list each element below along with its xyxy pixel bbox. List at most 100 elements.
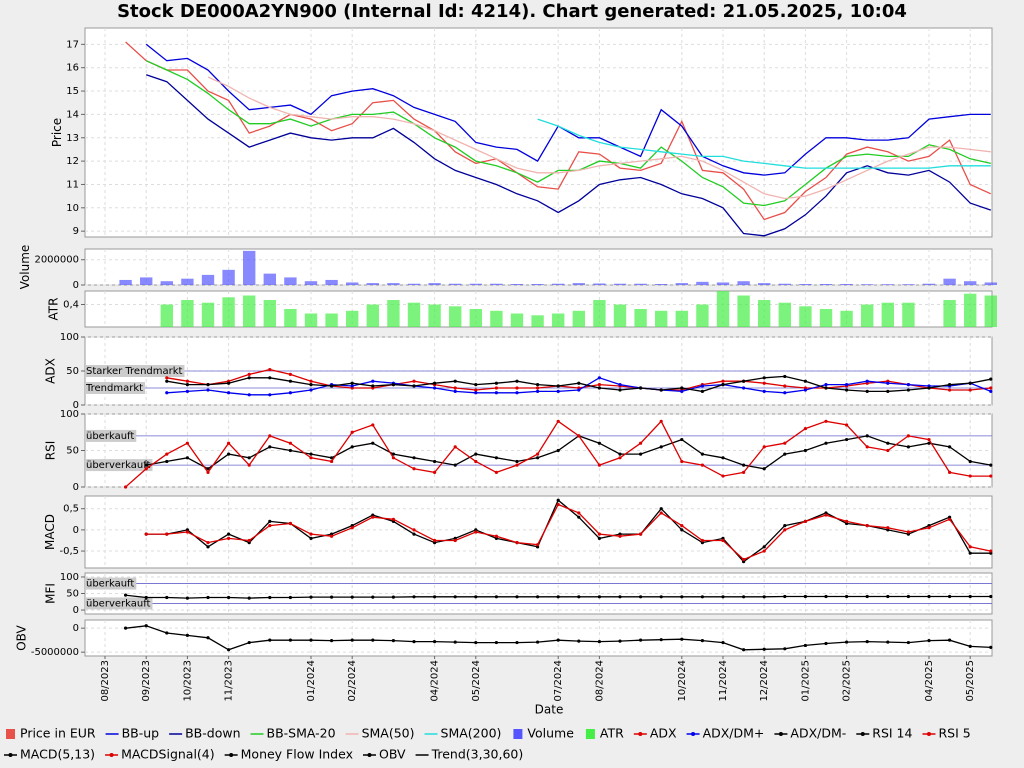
legend-label: Price in EUR [20,726,96,741]
series-marker [700,389,705,393]
series-marker [680,386,684,390]
series-marker [124,485,128,489]
y-tick-label: 17 [66,39,79,50]
series-line [146,435,991,470]
series-marker [453,463,457,467]
reference-label-bg [85,382,146,394]
series-marker [433,538,437,543]
y-tick-label: 0 [73,400,79,411]
series-marker [371,595,375,599]
series-marker [577,639,581,643]
legend-marker [229,753,234,757]
series-marker [824,419,828,423]
bar [552,313,565,327]
series-marker [268,368,272,372]
legend-item: RSI 14 [856,726,913,741]
series-marker [494,381,498,385]
series-marker [247,463,251,467]
series-marker [906,383,911,387]
legend-label: BB-down [185,726,240,741]
bar [675,310,688,327]
bar [325,279,338,285]
series-marker [268,376,272,380]
x-tick-label: 01/2024 [306,660,317,702]
legend-item: SMA(50) [345,726,415,741]
series-marker [989,463,993,467]
series-marker [721,474,725,478]
y-tick-label: 100 [60,572,79,583]
series-marker [597,463,602,467]
bar [819,309,833,327]
series-marker [309,456,313,460]
series-marker [989,389,993,393]
series-marker [783,384,787,388]
series-marker [536,389,540,393]
legend-label: Money Flow Index [241,747,353,762]
series-marker [185,456,189,460]
bar [284,277,297,285]
series-marker [618,383,622,387]
legend-label: ADX/DM- [790,726,846,741]
series-marker [433,459,437,464]
series-marker [721,383,725,387]
series-marker [618,639,622,643]
series-marker [618,456,622,460]
series-marker [227,452,231,456]
series-marker [762,647,766,651]
series-marker [371,384,375,388]
series-marker [700,384,705,388]
bar [552,283,565,285]
series-marker [597,595,602,599]
series-marker [556,638,560,642]
plot-area [84,248,993,286]
series-marker [453,640,457,644]
series-marker [680,595,684,599]
series-marker [700,595,705,599]
series-marker [474,388,478,392]
series-line [537,118,991,169]
series-marker [288,595,292,600]
x-tick-label: 01/2025 [800,660,811,702]
series-marker [247,376,251,380]
bar [593,300,606,327]
y-tick-label: 15 [66,86,79,97]
series-marker [330,384,334,388]
bar [593,283,606,285]
series-marker [762,376,766,380]
bar [366,283,379,285]
bar [510,283,524,285]
bar [490,283,503,285]
bar [655,283,668,285]
series-marker [597,441,602,445]
series-marker [350,526,354,530]
bar [243,250,256,285]
bar [201,302,215,327]
series-marker [185,383,189,387]
bar [325,313,338,327]
series-marker [556,502,560,507]
legend-label: MACD(5,13) [20,747,95,762]
series-marker [577,434,581,438]
series-marker [659,595,663,599]
series-marker [515,459,519,464]
series-marker [165,532,169,536]
series-marker [412,456,416,460]
series-marker [845,423,849,427]
bar [304,313,318,327]
bar [881,302,894,327]
series-marker [391,456,395,460]
series-marker [309,638,313,642]
bar [572,283,585,285]
series-marker [515,386,519,390]
series-marker [639,595,643,599]
legend-label: SMA(200) [441,726,502,741]
x-tick-label: 10/2024 [677,660,688,702]
series-marker [865,524,869,528]
x-tick-label: 04/2025 [924,660,935,702]
series-marker [803,594,808,599]
series-marker [330,534,334,538]
series-marker [742,379,746,383]
series-marker [350,381,354,385]
legend-marker [778,732,783,736]
